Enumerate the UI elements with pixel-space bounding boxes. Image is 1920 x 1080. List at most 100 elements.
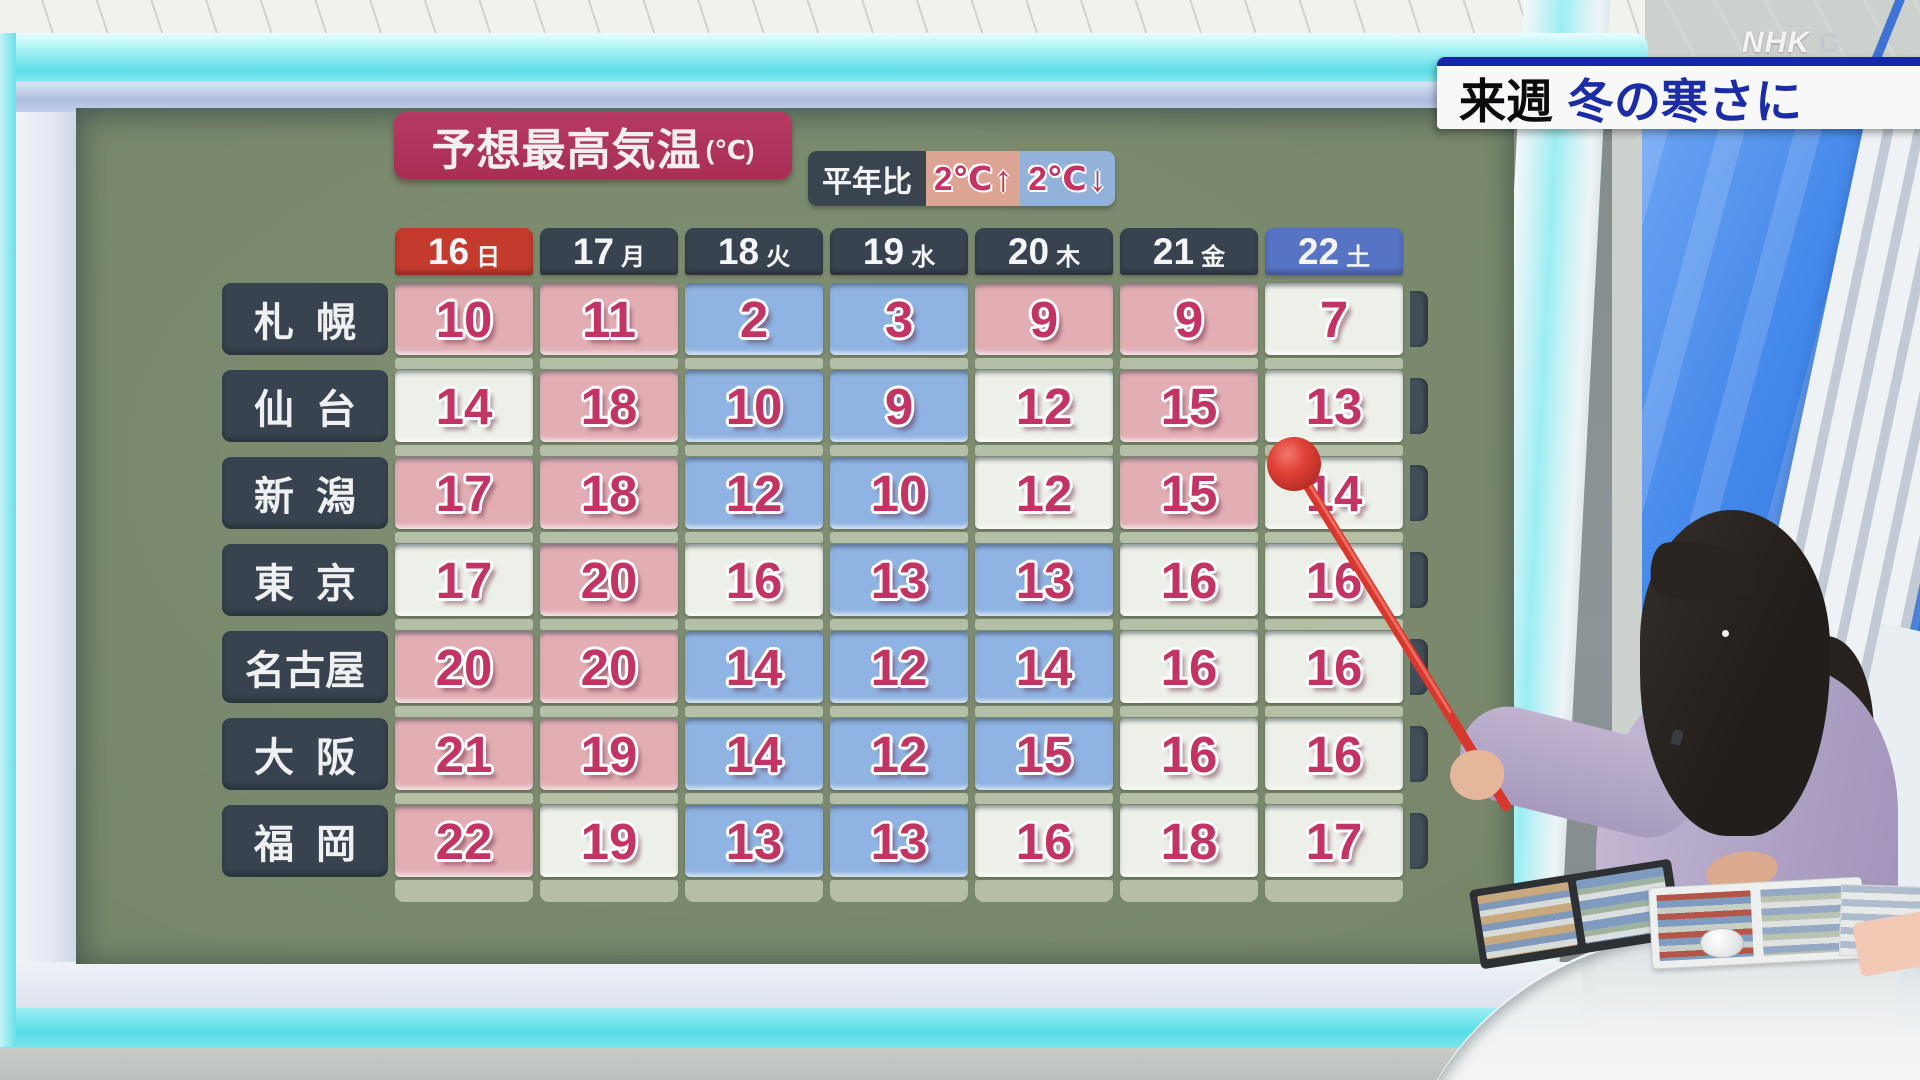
temp-cell: 16 (1120, 631, 1258, 703)
row-edge-tab (1410, 291, 1428, 347)
city-name: 大阪 (222, 718, 388, 790)
column-header-22: 22 土 (1265, 228, 1403, 275)
column-weekday: 日 (476, 244, 501, 271)
column-weekday: 金 (1201, 244, 1226, 271)
city-name: 東京 (222, 544, 388, 616)
legend-above-value: 2℃ (934, 160, 993, 197)
column-weekday: 月 (621, 244, 646, 271)
temp-cell: 17 (395, 544, 533, 616)
table-row-福岡: 福岡 22 19 13 13 16 18 17 (222, 805, 1428, 877)
column-day: 20 (1007, 230, 1050, 272)
row-gap-strips (395, 442, 1428, 457)
row-gap-strips (395, 877, 1428, 903)
table-row-新潟: 新潟 17 18 12 10 12 15 14 (222, 457, 1428, 529)
temp-cell: 9 (830, 370, 968, 442)
flip-page-strip (830, 358, 968, 369)
temp-cell: 14 (975, 631, 1113, 703)
board-title-badge: 予想最高気温 (℃) (394, 112, 792, 179)
column-day: 17 (572, 230, 615, 272)
temp-cell: 16 (1120, 718, 1258, 790)
temp-cell: 13 (975, 544, 1113, 616)
table-row-大阪: 大阪 21 19 14 12 15 16 16 (222, 718, 1428, 790)
table-body: 札幌 10 11 2 3 9 9 7 仙台 14 18 10 9 12 15 13 新潟 17 18 12 10 12 15… (222, 283, 1428, 903)
temp-cell: 21 (395, 718, 533, 790)
city-name-text: 福岡 (254, 823, 378, 867)
flip-page-strip (1120, 358, 1258, 369)
temp-cell: 12 (685, 457, 823, 529)
flip-page-strip (540, 532, 678, 543)
flip-page-strip (975, 880, 1113, 902)
flip-page-strip (1265, 880, 1403, 902)
nhk-logo-text: NHK (1742, 26, 1810, 59)
column-weekday: 水 (911, 244, 936, 271)
temp-cell: 17 (1265, 805, 1403, 877)
table-header-row: 16 日 17 月 18 火 19 水 20 木 21 金 22 土 (395, 228, 1428, 275)
temp-cell: 10 (685, 370, 823, 442)
column-header-21: 21 金 (1120, 228, 1258, 275)
flip-page-strip (540, 358, 678, 369)
column-day: 21 (1152, 230, 1195, 272)
flip-page-strip (685, 880, 823, 902)
flip-page-strip (1265, 358, 1403, 369)
city-name: 名古屋 (222, 631, 388, 703)
column-day: 19 (862, 230, 905, 272)
temp-cell: 20 (395, 631, 533, 703)
temp-cell: 16 (1120, 544, 1258, 616)
column-weekday: 火 (766, 244, 791, 271)
flip-page-strip (975, 619, 1113, 630)
flip-page-strip (830, 619, 968, 630)
flip-page-strip (685, 445, 823, 456)
city-name-text: 新潟 (254, 475, 378, 519)
flip-page-strip (540, 793, 678, 804)
flip-page-strip (1120, 445, 1258, 456)
flip-page-strip (395, 532, 533, 543)
city-name-text: 東京 (254, 562, 378, 606)
flip-page-strip (830, 445, 968, 456)
board-title-unit: (℃) (705, 135, 755, 165)
board-frame-left (16, 108, 76, 966)
flip-page-strip (540, 880, 678, 902)
legend-label: 平年比 (808, 151, 926, 206)
flip-page-strip (685, 706, 823, 717)
temp-cell: 16 (685, 544, 823, 616)
chart-binder (1648, 876, 1866, 970)
forecast-table: 16 日 17 月 18 火 19 水 20 木 21 金 22 土 札幌 10 11 2 3 9 9 7 仙台 14 18 1… (222, 228, 1428, 903)
city-name: 新潟 (222, 457, 388, 529)
temp-cell: 12 (975, 457, 1113, 529)
temp-cell: 13 (685, 805, 823, 877)
temp-cell: 13 (830, 805, 968, 877)
temp-cell: 10 (395, 283, 533, 355)
temp-cell: 11 (540, 283, 678, 355)
city-name-text: 仙台 (254, 388, 378, 432)
flip-page-strip (685, 358, 823, 369)
legend-below-value: 2℃ (1028, 160, 1087, 197)
city-name-text: 札幌 (254, 301, 378, 345)
row-edge-tab (1410, 378, 1428, 434)
frame-cyan-bottom (0, 1008, 1582, 1048)
flip-page-strip (685, 532, 823, 543)
frame-lavender-top (16, 82, 1646, 112)
headline-banner: 来週 冬の寒さに (1437, 57, 1920, 129)
flip-page-strip (830, 793, 968, 804)
down-arrow-icon: ↓ (1088, 157, 1107, 199)
flip-page-strip (1265, 445, 1403, 456)
temp-cell: 17 (395, 457, 533, 529)
city-name: 仙台 (222, 370, 388, 442)
flip-page-strip (975, 706, 1113, 717)
table-row-仙台: 仙台 14 18 10 9 12 15 13 (222, 370, 1428, 442)
temp-cell: 7 (1265, 283, 1403, 355)
temp-cell: 20 (540, 631, 678, 703)
board-frame-bottom (16, 962, 1582, 1008)
flip-page-strip (975, 793, 1113, 804)
table-row-札幌: 札幌 10 11 2 3 9 9 7 (222, 283, 1428, 355)
temp-cell: 16 (975, 805, 1113, 877)
temp-cell: 3 (830, 283, 968, 355)
tape-roll (1700, 928, 1744, 958)
temp-cell: 15 (1120, 457, 1258, 529)
vs-normal-legend: 平年比 2℃ ↑ 2℃ ↓ (808, 151, 1115, 206)
flip-page-strip (395, 358, 533, 369)
column-header-18: 18 火 (685, 228, 823, 275)
flip-page-strip (830, 532, 968, 543)
temp-cell: 12 (830, 631, 968, 703)
